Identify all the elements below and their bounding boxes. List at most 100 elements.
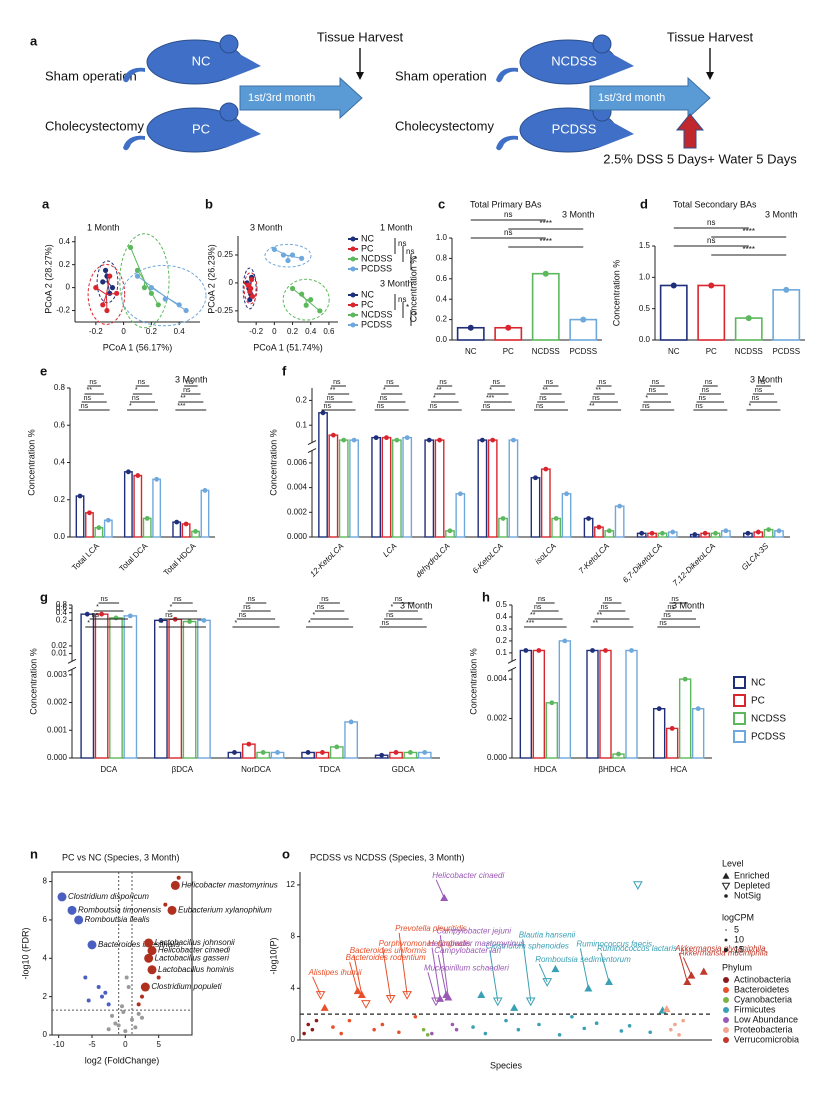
- confidence-ellipse: [243, 272, 258, 305]
- x-tick-label: -0.2: [249, 327, 263, 336]
- y-tick-label: 0.2: [496, 636, 508, 645]
- point: [724, 894, 728, 898]
- point: [170, 880, 180, 890]
- bar: [551, 517, 562, 538]
- significance-label: ns: [186, 379, 194, 386]
- point-label: Helicobacter cinaedi: [158, 946, 230, 955]
- point-label: Helicobacter cinaedi: [432, 871, 504, 880]
- legend-marker: [350, 302, 356, 308]
- point: [632, 881, 643, 890]
- point: [100, 279, 106, 285]
- significance-label: *: [414, 311, 417, 320]
- x-tick-label: NorDCA: [241, 765, 271, 774]
- x-tick-label: 0: [121, 327, 126, 336]
- point-label: Lactobacillus hominis: [158, 965, 234, 974]
- bar-dot: [183, 521, 189, 527]
- panel-letter: d: [640, 196, 648, 211]
- point: [271, 246, 277, 253]
- label-leader: [682, 957, 692, 976]
- y-tick-label: 0.0: [639, 335, 651, 344]
- y-tick-label: 0.6: [56, 603, 68, 612]
- legend-label: NotSig: [734, 890, 761, 900]
- confidence-ellipse: [282, 278, 330, 321]
- x-tick-label: NC: [465, 347, 477, 356]
- bar: [487, 439, 498, 538]
- bar-dot: [275, 750, 280, 755]
- point-label: Bacteroides uniformis: [350, 946, 427, 955]
- x-tick-label: NCDSS: [532, 347, 560, 356]
- legend-title: 1 Month: [380, 222, 413, 232]
- bar-dot: [695, 706, 701, 712]
- point: [347, 1018, 352, 1023]
- point: [249, 276, 255, 283]
- point: [320, 1003, 329, 1011]
- spider-line: [144, 280, 159, 306]
- harvest-arrow: [706, 72, 714, 80]
- timeline-label: 1st/3rd month: [598, 92, 665, 104]
- point-label: Romboutsia ilealis: [85, 915, 150, 924]
- point: [144, 938, 154, 948]
- bar-dot: [457, 491, 463, 497]
- bar: [691, 708, 705, 759]
- legend-label: PC: [361, 299, 374, 309]
- x-tick-label: 12-KetoLCA: [308, 542, 345, 579]
- y-tick-label: 0.8: [56, 600, 68, 609]
- significance-label: ns: [592, 395, 600, 402]
- y-axis-label: PCoA 2 (26.23%): [206, 244, 216, 314]
- significance-label: *: [308, 620, 311, 627]
- point: [430, 1031, 434, 1036]
- bar: [391, 439, 402, 538]
- significance-label: ns: [667, 604, 675, 611]
- bar: [168, 618, 183, 759]
- timeline-label: 1st/3rd month: [248, 92, 315, 104]
- chart-subtitle: 3 Month: [400, 600, 433, 610]
- x-axis-label: PCoA 1 (51.74%): [253, 342, 323, 352]
- point: [308, 297, 314, 303]
- x-tick-label: 5: [156, 1040, 161, 1049]
- point: [372, 1027, 376, 1032]
- mouse: [123, 67, 145, 83]
- point: [86, 998, 91, 1003]
- point: [136, 1002, 141, 1007]
- y-tick-label: 0.6: [54, 420, 66, 429]
- point-label: Akkermansia glycaniphila: [674, 944, 766, 953]
- legend-marker: [723, 1027, 729, 1033]
- y-tick-label: 0.0: [54, 532, 66, 541]
- bar: [152, 478, 162, 538]
- bar: [424, 439, 435, 538]
- point: [662, 1004, 671, 1013]
- point-label: Porphyromonas gingivalis: [379, 939, 471, 948]
- bar: [103, 519, 113, 538]
- x-tick-label: 0.2: [146, 327, 158, 336]
- axis-break: [67, 666, 77, 672]
- y-tick-label: 6: [43, 915, 48, 924]
- significance-label: ns: [92, 612, 100, 619]
- bar-dot: [745, 530, 751, 536]
- bar-dot: [649, 530, 655, 536]
- point: [176, 302, 182, 308]
- x-axis-label: PCoA 1 (56.17%): [103, 342, 173, 352]
- point: [74, 915, 84, 925]
- legend-marker: [350, 312, 356, 318]
- bar: [540, 468, 551, 538]
- bar: [678, 678, 692, 759]
- significance-label: ns: [317, 604, 325, 611]
- point: [361, 1000, 371, 1009]
- point: [140, 994, 144, 999]
- x-tick-label: 0.4: [174, 327, 186, 336]
- bar-dot: [105, 517, 111, 523]
- significance-label: ns: [430, 403, 438, 410]
- significance-label: *: [383, 387, 386, 394]
- point: [483, 1031, 488, 1036]
- legend-title: Phylum: [722, 962, 752, 972]
- point: [57, 892, 67, 902]
- bar-dot: [404, 435, 410, 441]
- bar-dot: [127, 613, 133, 619]
- legend-marker: [733, 694, 746, 707]
- point: [537, 1022, 541, 1027]
- bar: [85, 512, 94, 538]
- legend-label: 10: [734, 934, 744, 944]
- x-tick-label: PC: [706, 347, 717, 356]
- y-axis-label: -log10(P): [268, 937, 278, 974]
- significance-label: ns: [663, 612, 671, 619]
